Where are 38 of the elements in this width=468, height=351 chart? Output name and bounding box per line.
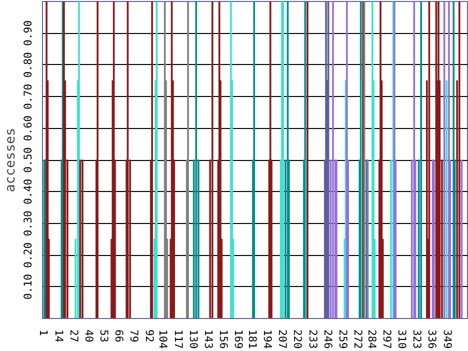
x-tick-label: 104 <box>156 330 170 349</box>
y-axis-title: accesses <box>4 128 18 192</box>
x-tick-label: 1 <box>37 330 50 336</box>
x-tick-label: 169 <box>232 330 246 349</box>
y-tick-label: 0.80 <box>22 52 34 78</box>
x-tick-label: 92 <box>142 330 156 342</box>
x-tick-label: 40 <box>82 330 96 342</box>
x-tick-label: 297 <box>380 330 394 349</box>
y-tick-label: 0.40 <box>22 178 34 205</box>
x-tick-label: 336 <box>426 330 439 349</box>
x-tick-label: 66 <box>112 330 126 342</box>
x-tick-label: 14 <box>52 330 66 342</box>
x-tick-label: 156 <box>216 330 230 349</box>
x-tick-label: 310 <box>396 330 409 349</box>
x-tick-label: 53 <box>98 330 111 342</box>
x-tick-label: 194 <box>261 330 274 349</box>
x-tick-label: 143 <box>202 330 215 349</box>
x-tick-label: 220 <box>291 330 304 349</box>
x-tick-label: 130 <box>186 330 200 349</box>
x-tick-label: 233 <box>306 330 320 349</box>
x-tick-label: 207 <box>276 330 290 349</box>
y-tick-label: 0.10 <box>22 274 34 300</box>
y-tick-label: 0.50 <box>22 147 34 173</box>
x-tick-label: 27 <box>67 330 80 342</box>
y-tick-label: 0.20 <box>22 242 34 268</box>
x-tick-label: 117 <box>172 330 185 349</box>
x-tick-label: 259 <box>336 330 350 349</box>
x-tick-label: 79 <box>128 330 141 342</box>
y-tick-label: 0.70 <box>22 84 34 110</box>
y-tick-label: 0.90 <box>22 20 34 46</box>
x-tick-label: 246 <box>321 330 334 349</box>
x-tick-label: 284 <box>365 330 378 349</box>
y-tick-label: 0.60 <box>22 115 34 142</box>
x-tick-label: 181 <box>246 330 259 349</box>
x-tick-label: 349 <box>440 330 454 349</box>
x-tick-label: 272 <box>351 330 364 349</box>
y-tick-label: 0.30 <box>22 210 34 236</box>
x-tick-label: 323 <box>410 330 424 349</box>
